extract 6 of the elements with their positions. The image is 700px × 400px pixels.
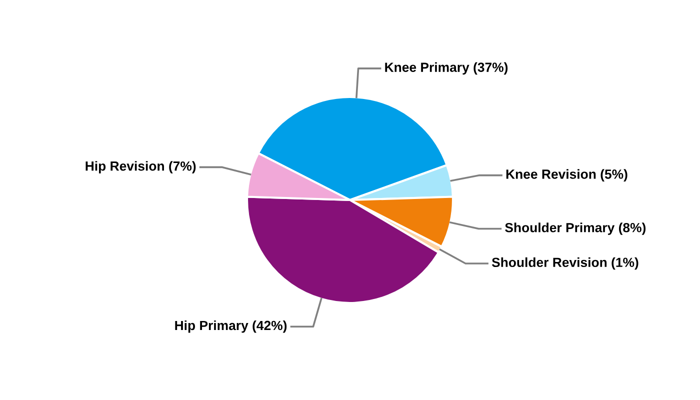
- slice-label: Knee Primary (37%): [385, 62, 508, 75]
- slice-label: Shoulder Revision (1%): [492, 257, 638, 270]
- slice-label: Shoulder Primary (8%): [505, 222, 646, 235]
- slice-label: Hip Revision (7%): [86, 161, 196, 174]
- slice-label: Hip Primary (42%): [175, 320, 287, 333]
- slice-label: Knee Revision (5%): [506, 169, 628, 182]
